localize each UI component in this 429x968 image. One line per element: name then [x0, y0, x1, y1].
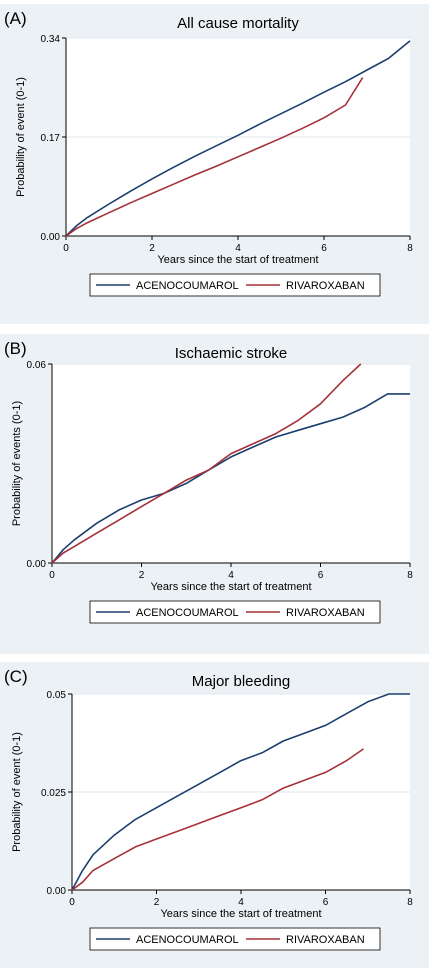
x-tick-label: 6: [318, 570, 324, 581]
chart-title: Major bleeding: [192, 673, 290, 690]
chart-title: All cause mortality: [177, 15, 299, 32]
series-line-acenocoumarol: [71, 693, 410, 891]
x-axis-label: Years since the start of treatment: [160, 908, 321, 920]
panel-c: (C) Major bleeding 0.00 0.025 0.05 0 2 4 6 8 Years…: [0, 662, 429, 968]
y-tick-label: 0.06: [27, 360, 47, 371]
y-axis-label: Probability of event (0-1): [11, 732, 23, 852]
y-tick-label: 0.00: [41, 232, 61, 243]
panel-label: (A): [4, 9, 27, 28]
x-tick-label: 8: [407, 570, 413, 581]
x-tick-label: 0: [69, 897, 75, 908]
y-tick-label: 0.05: [47, 690, 67, 701]
x-tick-label: 8: [407, 243, 413, 254]
x-tick-label: 4: [228, 570, 234, 581]
x-tick-label: 8: [407, 897, 413, 908]
y-tick-label: 0.34: [41, 34, 61, 45]
plot-area: [52, 364, 410, 563]
y-axis-label: Probability of event (0-1): [15, 77, 27, 197]
y-axis-label: Probability of events (0-1): [11, 401, 23, 526]
legend-label-rivaroxaban: RIVAROXABAN: [286, 934, 365, 946]
x-axis-label: Years since the start of treatment: [157, 254, 318, 266]
legend-box: [89, 273, 381, 297]
legend-label-acenocoumarol: ACENOCOUMAROL: [136, 934, 239, 946]
chart-title: Ischaemic stroke: [175, 345, 288, 362]
series-line-rivaroxaban: [65, 77, 364, 237]
y-tick-label: 0.00: [47, 886, 67, 897]
x-tick-label: 6: [323, 897, 329, 908]
x-axis-label: Years since the start of treatment: [150, 581, 311, 593]
series-line-rivaroxaban: [51, 363, 362, 564]
legend-label-rivaroxaban: RIVAROXABAN: [286, 280, 365, 292]
legend-box: [89, 927, 381, 951]
legend-label-rivaroxaban: RIVAROXABAN: [286, 607, 365, 619]
x-tick-label: 0: [49, 570, 55, 581]
x-tick-label: 6: [321, 243, 327, 254]
series-line-rivaroxaban: [71, 748, 364, 891]
legend-label-acenocoumarol: ACENOCOUMAROL: [136, 607, 239, 619]
panel-b: (B) Ischaemic stroke 0.00 0.06 0 2 4 6 8 Years si…: [0, 334, 429, 654]
x-tick-label: 2: [149, 243, 155, 254]
legend-label-acenocoumarol: ACENOCOUMAROL: [136, 280, 239, 292]
x-tick-label: 4: [238, 897, 244, 908]
y-tick-label: 0.00: [27, 559, 47, 570]
y-tick-label: 0.025: [41, 788, 66, 799]
y-tick-label: 0.17: [41, 133, 61, 144]
series-line-acenocoumarol: [51, 393, 410, 564]
x-tick-label: 0: [63, 243, 69, 254]
panel-a: (A) All cause mortality 0.00 0.17 0.34 0 2 4 6 8 Y…: [0, 4, 429, 324]
x-tick-label: 2: [139, 570, 145, 581]
panel-label: (C): [4, 667, 28, 686]
x-tick-label: 2: [154, 897, 160, 908]
panel-label: (B): [4, 339, 27, 358]
x-tick-label: 4: [235, 243, 241, 254]
series-line-acenocoumarol: [65, 40, 411, 237]
legend-box: [89, 600, 381, 624]
